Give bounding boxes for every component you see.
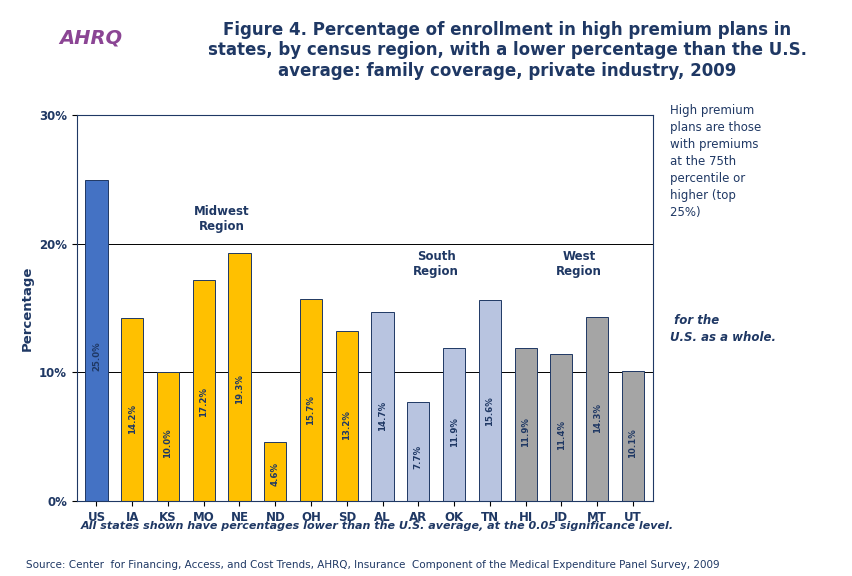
Text: 14.3%: 14.3% xyxy=(592,403,601,433)
Bar xyxy=(300,299,322,501)
Text: 13.2%: 13.2% xyxy=(342,410,351,439)
Text: 25.0%: 25.0% xyxy=(92,342,101,371)
Text: 10.0%: 10.0% xyxy=(164,429,172,458)
Text: 10.1%: 10.1% xyxy=(628,428,636,457)
Text: South
Region: South Region xyxy=(412,250,458,278)
Text: 15.6%: 15.6% xyxy=(485,396,494,426)
Text: 14.2%: 14.2% xyxy=(128,404,136,434)
Bar xyxy=(585,317,607,501)
Bar xyxy=(121,319,143,501)
Text: 14.7%: 14.7% xyxy=(377,401,387,431)
Bar xyxy=(442,348,464,501)
Bar xyxy=(193,280,215,501)
Text: for the
U.S. as a whole.: for the U.S. as a whole. xyxy=(670,314,775,344)
Text: 15.7%: 15.7% xyxy=(306,395,315,425)
Text: High premium
plans are those
with premiums
at the 75th
percentile or
higher (top: High premium plans are those with premiu… xyxy=(670,104,761,219)
Bar xyxy=(336,331,358,501)
Text: Figure 4. Percentage of enrollment in high premium plans in
states, by census re: Figure 4. Percentage of enrollment in hi… xyxy=(208,21,806,80)
Text: AHRQ: AHRQ xyxy=(59,28,122,47)
Bar xyxy=(228,253,250,501)
Text: 19.3%: 19.3% xyxy=(234,374,244,404)
Bar xyxy=(550,354,572,501)
Bar xyxy=(514,348,536,501)
Text: Source: Center  for Financing, Access, and Cost Trends, AHRQ, Insurance  Compone: Source: Center for Financing, Access, an… xyxy=(26,560,718,570)
Text: Advancing
Excellence in
Health Care: Advancing Excellence in Health Care xyxy=(66,52,115,82)
Text: Midwest
Region: Midwest Region xyxy=(193,205,249,233)
Text: 4.6%: 4.6% xyxy=(270,463,279,487)
Text: 17.2%: 17.2% xyxy=(199,386,208,416)
Text: 11.4%: 11.4% xyxy=(556,420,565,450)
Bar xyxy=(157,373,179,501)
Bar xyxy=(371,312,393,501)
Text: All states shown have percentages lower than the U.S. average, at the 0.05 signi: All states shown have percentages lower … xyxy=(81,521,673,531)
Bar xyxy=(264,442,286,501)
Bar xyxy=(85,180,107,501)
Bar xyxy=(621,371,643,501)
Text: 11.9%: 11.9% xyxy=(521,417,529,447)
Text: 11.9%: 11.9% xyxy=(449,417,458,447)
Text: West
Region: West Region xyxy=(556,250,602,278)
Bar xyxy=(406,402,429,501)
Y-axis label: Percentage: Percentage xyxy=(20,266,33,351)
Bar xyxy=(478,301,500,501)
Text: 7.7%: 7.7% xyxy=(413,445,423,469)
